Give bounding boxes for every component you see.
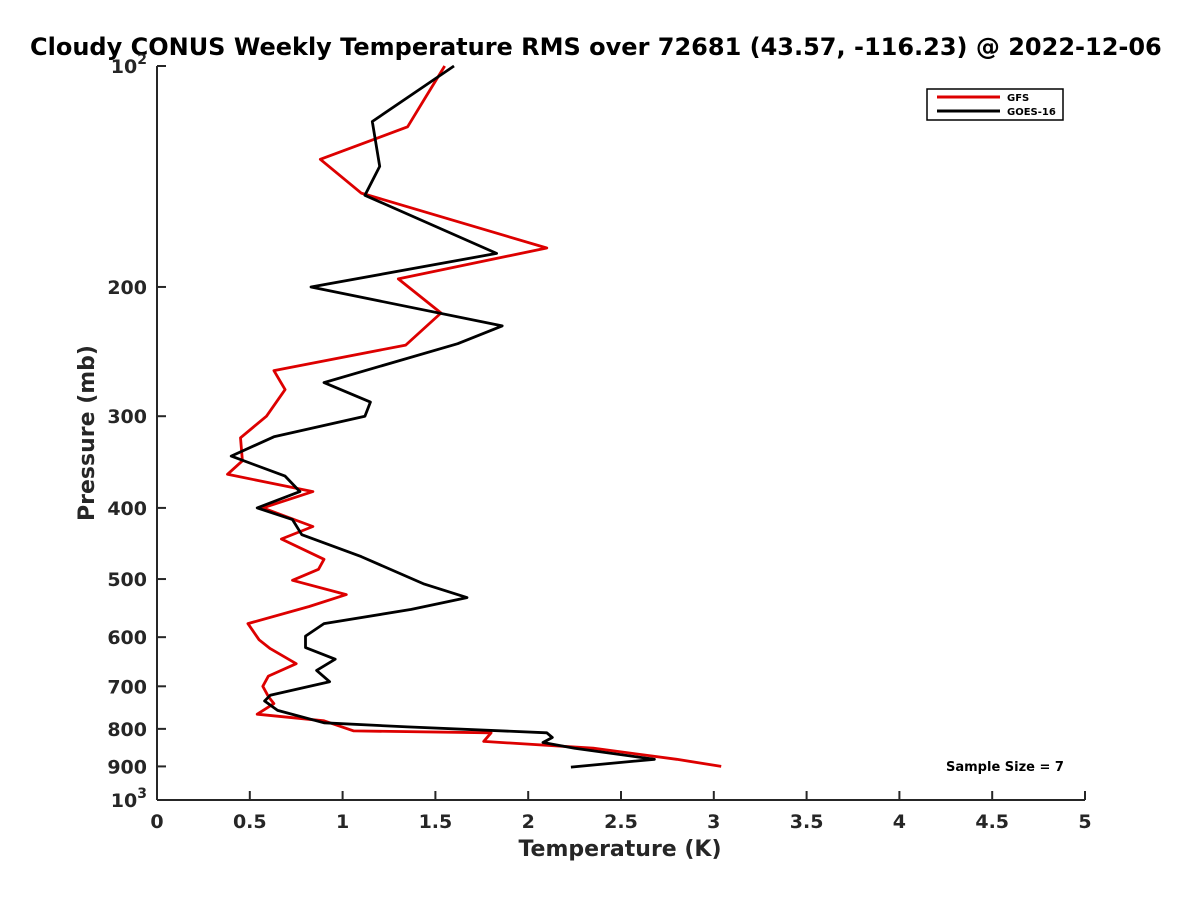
data-series	[226, 64, 722, 769]
x-tick-label: 1.5	[419, 811, 453, 833]
x-tick-label: 3	[707, 811, 720, 833]
y-tick-label: 102	[111, 52, 147, 78]
series-line-gfs	[226, 65, 722, 768]
y-tick-label: 500	[107, 569, 147, 591]
y-tick-label: 600	[107, 627, 147, 649]
x-axis-label: Temperature (K)	[518, 837, 721, 862]
x-tick-label: 5	[1078, 811, 1091, 833]
x-tick-label: 4.5	[975, 811, 1009, 833]
y-tick-label: 800	[107, 719, 147, 741]
y-tick-label: 400	[107, 498, 147, 520]
x-tick-label: 0.5	[233, 811, 267, 833]
y-tick-label: 900	[107, 756, 147, 778]
x-tick-label: 2	[522, 811, 535, 833]
x-tick-label: 3.5	[790, 811, 824, 833]
legend-label-goes16: GOES-16	[1007, 107, 1056, 118]
x-tick-label: 0	[150, 811, 163, 833]
x-axis-ticks: 0 0.5 1 1.5 2 2.5 3 3.5 4 4.5 5	[150, 791, 1092, 833]
sample-size-annotation: Sample Size = 7	[946, 760, 1064, 775]
y-tick-label: 103	[111, 786, 147, 812]
y-tick-label: 300	[107, 406, 147, 428]
chart-title: Cloudy CONUS Weekly Temperature RMS over…	[30, 33, 1162, 61]
y-axis-ticks: 102 200 300 400 500 600 700 800 900 103	[107, 52, 166, 812]
y-tick-label: 700	[107, 676, 147, 698]
y-tick-label: 200	[107, 277, 147, 299]
x-tick-label: 2.5	[604, 811, 638, 833]
legend-label-gfs: GFS	[1007, 93, 1029, 104]
legend-box	[926, 88, 1064, 121]
y-axis-label: Pressure (mb)	[75, 345, 100, 521]
x-tick-label: 1	[336, 811, 349, 833]
series-line-goes16	[229, 64, 656, 769]
x-tick-label: 4	[893, 811, 906, 833]
legend: GFS GOES-16	[926, 88, 1064, 121]
